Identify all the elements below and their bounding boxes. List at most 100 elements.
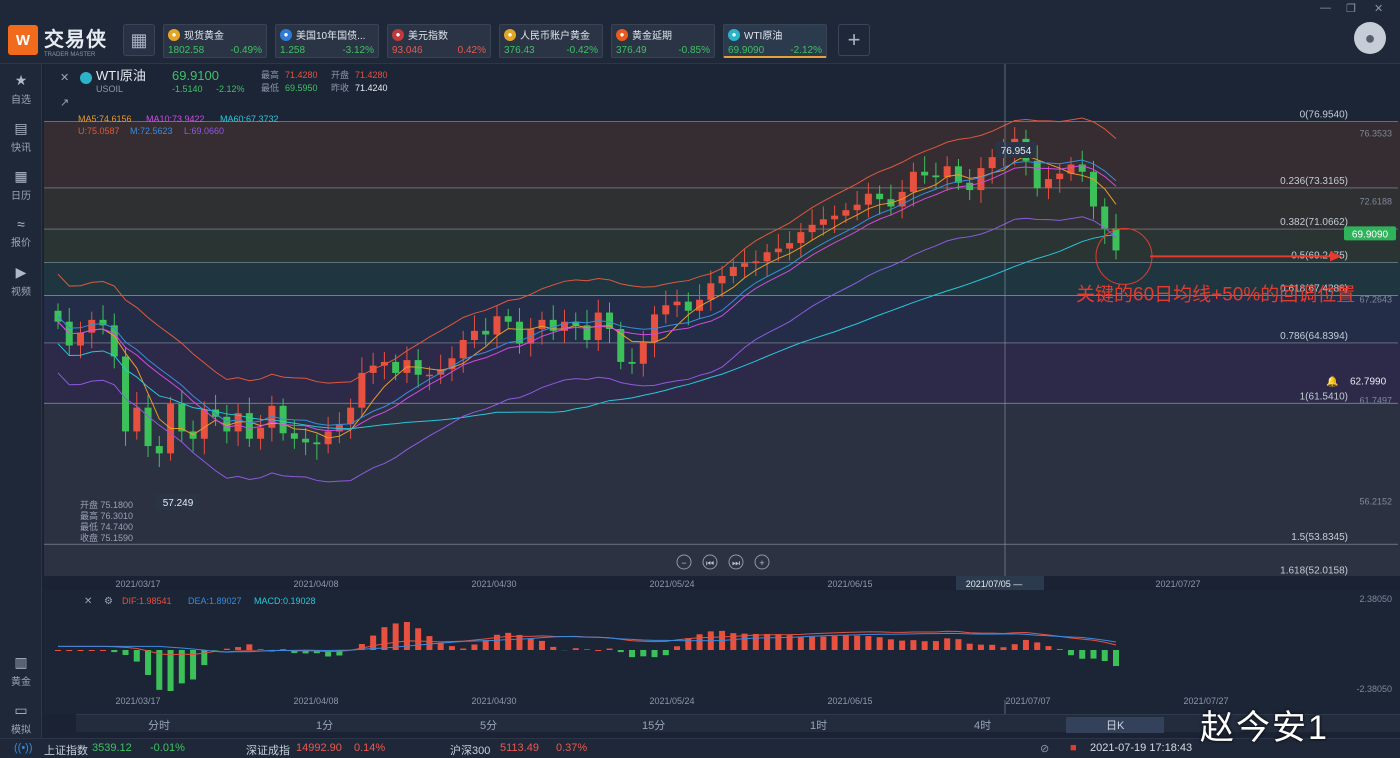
macd-bar [1090, 650, 1097, 659]
period-tab[interactable]: 4时 [974, 720, 992, 732]
sidebar-item-1[interactable]: ▤ 快讯 [0, 120, 42, 154]
candle-body [437, 369, 445, 375]
zoom-control[interactable] [702, 554, 718, 570]
draw-tool-icon[interactable]: ↗ [60, 97, 69, 109]
candle-body [392, 361, 400, 373]
restore-icon[interactable]: ❐ [1346, 3, 1356, 15]
fib-label: 0.236(73.3165) [1280, 176, 1348, 187]
period-tab[interactable]: 1时 [810, 720, 828, 732]
status-name-0[interactable]: 上证指数 [44, 745, 88, 757]
macd-bar [538, 640, 545, 650]
candle-body [639, 341, 647, 364]
ticker-price: 1802.58 [168, 45, 205, 56]
zoom-control[interactable] [676, 554, 692, 570]
left-sidebar: ★ 自选 ▤ 快讯 ▦ 日历 ≈ 报价 ▶ 视频 ▥ 黄金 ▭ 模拟 [0, 64, 42, 738]
symbol-high-label: 最高 [261, 69, 279, 80]
mute-icon[interactable]: ⊘ [1040, 743, 1050, 755]
macd-bar [460, 648, 467, 650]
macd-bar [246, 644, 253, 650]
date-axis-label: 2021/06/15 [827, 579, 872, 589]
candle-body [515, 321, 523, 344]
symbol-icon [80, 72, 92, 84]
period-tab[interactable]: 15分 [642, 720, 666, 732]
period-tab[interactable]: 日K [1066, 717, 1165, 733]
close-macd-icon[interactable]: ✕ [84, 596, 92, 607]
calendar-icon: ▦ [14, 168, 28, 184]
period-tabs: 分时 1分 5分 15分 1时 4时 日K [76, 714, 1400, 733]
ticker-icon: ● [728, 28, 740, 41]
boll-upper-line [57, 117, 1117, 384]
macd-bar [1011, 644, 1018, 650]
candle-body [538, 319, 546, 330]
close-chart-icon[interactable]: ✕ [60, 72, 69, 84]
macd-bar [313, 650, 320, 654]
candle-body [200, 409, 208, 439]
macd-bar [932, 641, 939, 650]
candle-body [482, 330, 490, 335]
ticker-card[interactable]: ● 美元指数 93.046 0.42% [387, 24, 491, 58]
status-price-2: 5113.49 [500, 742, 539, 754]
ticker-name: 美国10年国债... [296, 31, 366, 42]
macd-bar [584, 649, 590, 650]
macd-bar [482, 640, 489, 650]
candle-body [504, 316, 512, 322]
ticker-card[interactable]: ● 黄金延期 376.49 -0.85% [611, 24, 715, 58]
sidebar-label: 报价 [11, 238, 31, 249]
macd-bar [1022, 639, 1029, 650]
ticker-card[interactable]: ● 现货黄金 1802.58 -0.49% [163, 24, 267, 58]
macd-bar [100, 650, 107, 651]
candle-body [842, 210, 850, 216]
close-icon[interactable]: ✕ [1374, 3, 1384, 15]
date-axis-bg [44, 576, 1400, 590]
wallet-icon: ▭ [14, 702, 28, 718]
status-name-1[interactable]: 深证成指 [246, 745, 290, 757]
sidebar-item-3[interactable]: ≈ 报价 [0, 216, 42, 249]
boll-lower-legend: L:69.0660 [184, 126, 224, 136]
macd-bar [122, 650, 129, 655]
alert-price: 62.7990 [1350, 376, 1387, 387]
period-tab[interactable]: 5分 [480, 720, 498, 732]
sidebar-item-6[interactable]: ▭ 模拟 [0, 702, 42, 736]
sidebar-item-4[interactable]: ▶ 视频 [0, 264, 42, 298]
ticker-change: 0.42% [457, 45, 486, 56]
grid-layout-button[interactable]: ▦ [123, 24, 155, 56]
macd-date-label: 2021/07/07 [1005, 696, 1050, 706]
settings-icon[interactable]: ⚙ [104, 596, 113, 607]
symbol-low-label: 最低 [261, 82, 279, 93]
video-icon: ▶ [15, 264, 27, 280]
minimize-icon[interactable]: — [1320, 2, 1331, 14]
sidebar-item-5[interactable]: ▥ 黄金 [0, 654, 42, 688]
price-chart[interactable]: 0(76.9540) 0.236(73.3165) 0.382(71.0662) 0.… [44, 64, 1400, 714]
sidebar-item-2[interactable]: ▦ 日历 [0, 168, 42, 202]
symbol-high: 71.4280 [285, 70, 318, 80]
candle-body [549, 319, 557, 331]
ohlc-low: 最低 74.7400 [80, 521, 133, 532]
ticker-card[interactable]: ● 美国10年国债... 1.258 -3.12% [275, 24, 379, 58]
status-name-2[interactable]: 沪深300 [450, 745, 491, 757]
candle-body [831, 215, 839, 220]
fib-label: 1.618(52.0158) [1280, 565, 1348, 576]
add-ticker-button[interactable]: + [838, 24, 870, 56]
symbol-low: 69.5950 [285, 83, 318, 93]
status-chg-0: -0.01% [150, 742, 185, 754]
candle-body [1056, 173, 1064, 180]
ma5-legend: MA5:74.6156 [78, 114, 132, 124]
macd-bar [606, 648, 613, 650]
macd-bar [741, 633, 748, 650]
period-tab[interactable]: 分时 [148, 720, 170, 732]
macd-top: 2.38050 [1359, 594, 1392, 604]
candle-body [493, 316, 501, 335]
macd-bar [437, 642, 444, 650]
symbol-prev: 71.4240 [355, 83, 388, 93]
period-tab[interactable]: 1分 [316, 720, 334, 732]
fib-label: 0.382(71.0662) [1280, 217, 1348, 228]
avatar[interactable]: ● [1354, 22, 1386, 54]
ticker-card[interactable]: ● 人民币账户黄金 376.43 -0.42% [499, 24, 603, 58]
zoom-control[interactable] [754, 554, 770, 570]
ma10-legend: MA10:73.9422 [146, 114, 205, 124]
macd-bar [831, 636, 838, 650]
sidebar-item-0[interactable]: ★ 自选 [0, 72, 42, 106]
zoom-control[interactable] [728, 554, 744, 570]
ticker-card[interactable]: ● WTI原油 69.9090 -2.12% [723, 24, 827, 58]
ticker-price: 69.9090 [728, 45, 765, 56]
